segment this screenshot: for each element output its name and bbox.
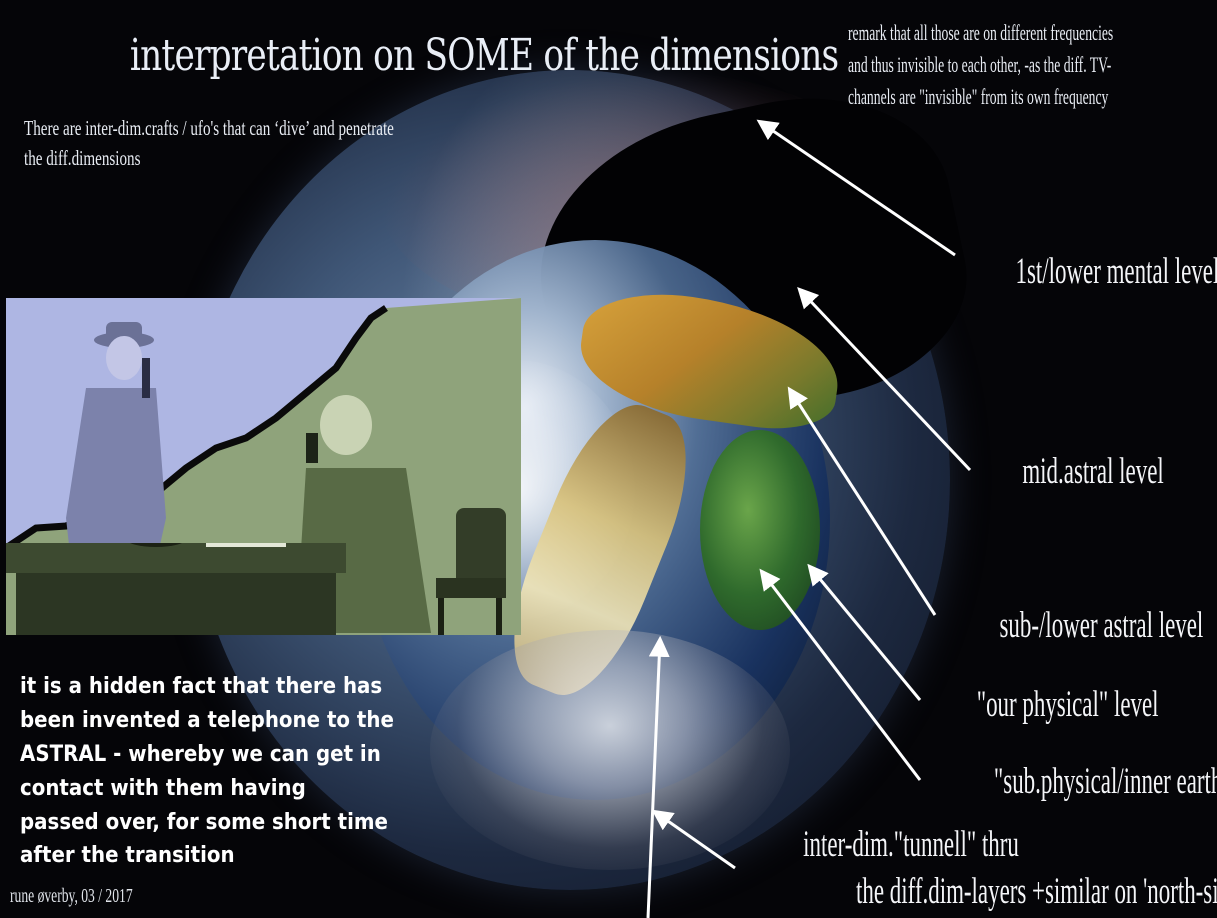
label-tunnel: inter-dim."tunnell" thru xyxy=(803,824,1019,865)
page-title: interpretation on SOME of the dimensions xyxy=(129,30,839,81)
hidden-fact-line: contact with them having xyxy=(20,776,306,801)
inner-earth-sphere xyxy=(700,430,820,630)
hidden-fact-line: it is a hidden fact that there has xyxy=(20,674,383,699)
office-chair xyxy=(436,508,506,635)
hidden-fact-line: been invented a telephone to the xyxy=(20,708,394,733)
intro-text-line: the diff.dimensions xyxy=(24,146,141,170)
remark-text-line: channels are "invisible" from its own fr… xyxy=(848,84,1109,109)
intro-text-line: There are inter-dim.crafts / ufo's that … xyxy=(24,116,394,140)
label-tunnel-north: the diff.dim-layers +similar on 'north-s… xyxy=(856,871,1217,912)
desk xyxy=(6,543,346,635)
tunnel-glow xyxy=(430,630,790,870)
telephone-photo-collage xyxy=(6,298,521,635)
label-mental-level: 1st/lower mental level xyxy=(1015,251,1217,292)
label-sub-astral-level: sub-/lower astral level xyxy=(999,605,1204,646)
remark-text-line: and thus invisible to each other, -as th… xyxy=(848,52,1112,77)
author-signature: rune øverby, 03 / 2017 xyxy=(10,885,133,907)
hidden-fact-line: after the transition xyxy=(20,843,235,868)
label-mid-astral-level: mid.astral level xyxy=(1022,451,1164,492)
hidden-fact-line: passed over, for some short time xyxy=(20,810,388,835)
remark-text-line: remark that all those are on different f… xyxy=(848,20,1114,45)
hidden-fact-line: ASTRAL - whereby we can get in xyxy=(20,742,381,767)
label-sub-physical-level: "sub.physical/inner earth" xyxy=(993,761,1217,802)
label-physical-level: "our physical" level xyxy=(976,684,1159,725)
